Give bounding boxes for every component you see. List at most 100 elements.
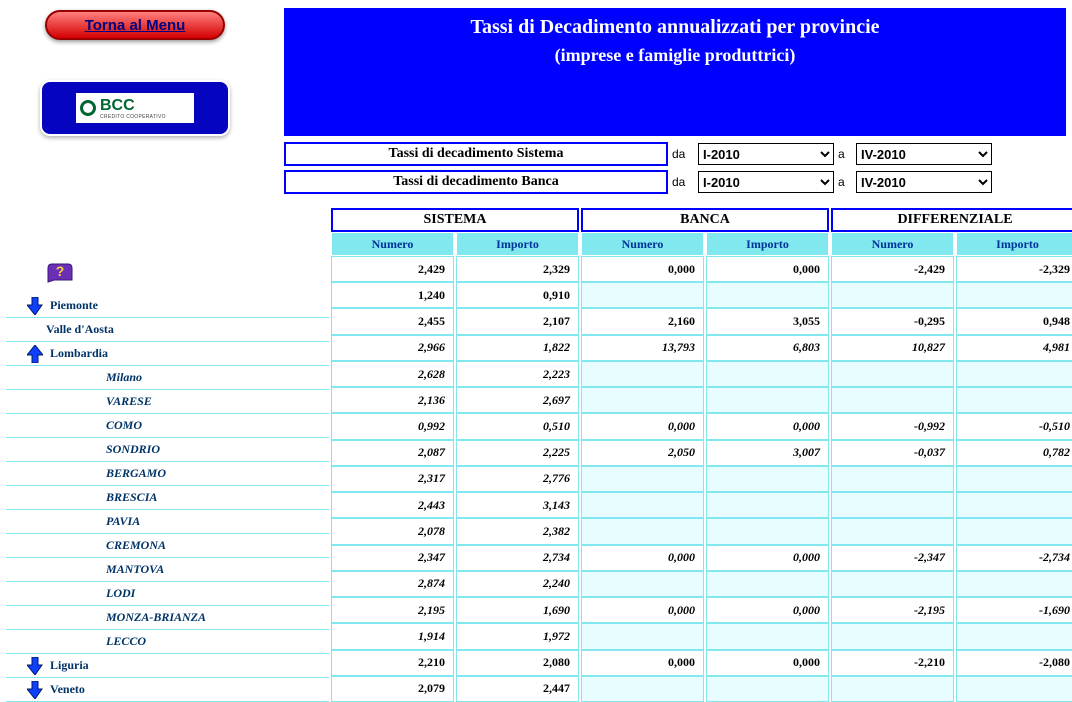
cell — [581, 282, 704, 308]
cell: -0,037 — [831, 440, 954, 466]
cell — [581, 571, 704, 597]
table-row: 2,4552,1072,1603,055-0,2950,948 — [331, 308, 1072, 334]
cell: 2,223 — [456, 361, 579, 387]
help-icon[interactable]: ? — [46, 262, 329, 286]
cell: 0,782 — [956, 440, 1072, 466]
cell: 1,240 — [331, 282, 454, 308]
province-row: VARESE — [6, 390, 329, 414]
cell — [706, 361, 829, 387]
row-label: BRESCIA — [106, 490, 157, 505]
table-row: 2,1951,6900,0000,000-2,195-1,690 — [331, 597, 1072, 623]
cell: 2,734 — [456, 545, 579, 571]
label-a: a — [838, 147, 852, 161]
cell: 2,080 — [456, 650, 579, 676]
cell — [581, 492, 704, 518]
row-label: LECCO — [106, 634, 146, 649]
col-importo: Importo — [456, 232, 579, 256]
row-label: Piemonte — [50, 298, 98, 313]
cell: 2,628 — [331, 361, 454, 387]
cell — [581, 361, 704, 387]
row-label: SONDRIO — [106, 442, 160, 457]
cell: 2,317 — [331, 466, 454, 492]
cell: 0,000 — [706, 650, 829, 676]
cell: 0,000 — [706, 545, 829, 571]
cell: 2,087 — [331, 440, 454, 466]
cell — [831, 571, 954, 597]
region-row[interactable]: Valle d'Aosta — [6, 318, 329, 342]
menu-button-label: Torna al Menu — [85, 17, 186, 34]
province-row: MANTOVA — [6, 558, 329, 582]
logo-subtext: CREDITO COOPERATIVO — [100, 115, 166, 120]
table-row: 2,1362,697 — [331, 387, 1072, 413]
arrow-down-icon — [26, 681, 44, 699]
row-label: BERGAMO — [106, 466, 166, 481]
cell: 0,000 — [581, 256, 704, 282]
cell: 1,690 — [456, 597, 579, 623]
select-sistema-to[interactable]: I-2010II-2010III-2010IV-2010 — [856, 143, 992, 165]
region-row[interactable]: Lombardia — [6, 342, 329, 366]
cell: -0,295 — [831, 308, 954, 334]
cell: 2,160 — [581, 308, 704, 334]
cell — [706, 492, 829, 518]
cell: -2,347 — [831, 545, 954, 571]
cell: 0,000 — [581, 650, 704, 676]
cell: 2,966 — [331, 335, 454, 361]
cell: 1,822 — [456, 335, 579, 361]
cell: 2,776 — [456, 466, 579, 492]
row-label: Milano — [106, 370, 142, 385]
cell: 0,992 — [331, 413, 454, 439]
select-banca-from[interactable]: I-2010II-2010III-2010IV-2010 — [698, 171, 834, 193]
cell — [581, 387, 704, 413]
table-row: 2,0872,2252,0503,007-0,0370,782 — [331, 440, 1072, 466]
label-da: da — [672, 175, 694, 189]
table-row: 1,2400,910 — [331, 282, 1072, 308]
row-label: Liguria — [50, 658, 89, 673]
menu-button[interactable]: Torna al Menu — [45, 10, 225, 40]
cell: 3,143 — [456, 492, 579, 518]
region-row[interactable]: Veneto — [6, 678, 329, 702]
cell — [831, 387, 954, 413]
cell: 0,000 — [706, 256, 829, 282]
province-row: LECCO — [6, 630, 329, 654]
cell: 2,136 — [331, 387, 454, 413]
select-sistema-from[interactable]: I-2010II-2010III-2010IV-2010 — [698, 143, 834, 165]
province-row: MONZA-BRIANZA — [6, 606, 329, 630]
logo: BCC CREDITO COOPERATIVO — [76, 93, 194, 123]
data-table: SISTEMA BANCA DIFFERENZIALE Numero Impor… — [329, 208, 1072, 702]
cell: -1,690 — [956, 597, 1072, 623]
cell: 4,981 — [956, 335, 1072, 361]
cell — [706, 676, 829, 702]
cell — [706, 466, 829, 492]
cell — [706, 518, 829, 544]
cell: 2,697 — [456, 387, 579, 413]
label-da: da — [672, 147, 694, 161]
cell: 1,914 — [331, 623, 454, 649]
cell: 2,455 — [331, 308, 454, 334]
col-group-banca: BANCA — [581, 208, 829, 232]
arrow-up-icon — [26, 345, 44, 363]
cell — [956, 387, 1072, 413]
cell: 0,910 — [456, 282, 579, 308]
table-row: 2,4433,143 — [331, 492, 1072, 518]
col-numero: Numero — [831, 232, 954, 256]
region-row[interactable]: Piemonte — [6, 294, 329, 318]
cell: 2,429 — [331, 256, 454, 282]
cell: 2,107 — [456, 308, 579, 334]
province-row: SONDRIO — [6, 438, 329, 462]
row-label: Veneto — [50, 682, 85, 697]
cell: -2,329 — [956, 256, 1072, 282]
cell: 0,000 — [581, 413, 704, 439]
title-line1: Tassi di Decadimento annualizzati per pr… — [290, 16, 1060, 39]
cell — [581, 623, 704, 649]
province-row: BERGAMO — [6, 462, 329, 486]
cell: -0,992 — [831, 413, 954, 439]
row-label: VARESE — [106, 394, 152, 409]
col-group-sistema: SISTEMA — [331, 208, 579, 232]
row-label: LODI — [106, 586, 135, 601]
cell — [956, 361, 1072, 387]
filter-sistema-label: Tassi di decadimento Sistema — [284, 142, 668, 166]
label-a: a — [838, 175, 852, 189]
svg-text:?: ? — [56, 263, 65, 279]
region-row[interactable]: Liguria — [6, 654, 329, 678]
select-banca-to[interactable]: I-2010II-2010III-2010IV-2010 — [856, 171, 992, 193]
